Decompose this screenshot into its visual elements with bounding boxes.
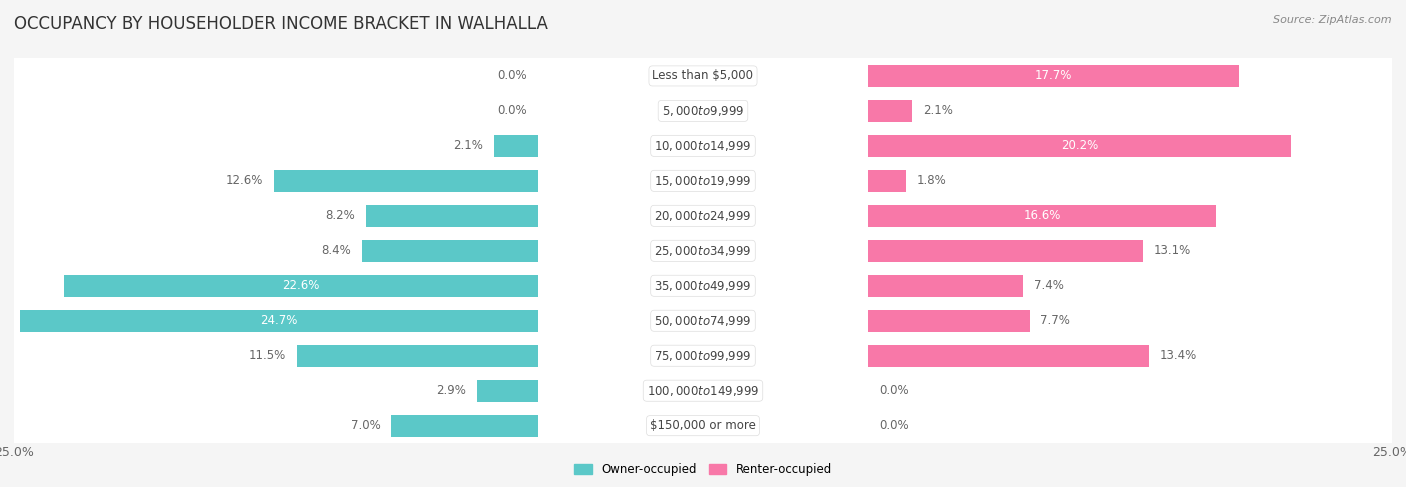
Legend: Owner-occupied, Renter-occupied: Owner-occupied, Renter-occupied: [569, 459, 837, 481]
Bar: [869, 58, 1392, 94]
Bar: [14, 268, 537, 303]
Bar: [494, 135, 537, 157]
Bar: [366, 205, 537, 226]
Bar: [537, 129, 869, 163]
Bar: [869, 129, 1392, 163]
Text: 1.8%: 1.8%: [917, 174, 946, 187]
Bar: [14, 233, 537, 268]
Bar: [537, 268, 869, 303]
Bar: [537, 338, 869, 373]
Bar: [20, 310, 537, 332]
Bar: [537, 58, 869, 94]
Text: 7.7%: 7.7%: [1040, 314, 1070, 327]
Bar: [14, 58, 537, 94]
Bar: [537, 163, 869, 198]
Text: 11.5%: 11.5%: [249, 349, 287, 362]
Bar: [869, 233, 1392, 268]
Bar: [14, 408, 537, 443]
Bar: [869, 65, 1239, 87]
Bar: [361, 240, 537, 262]
Text: 13.1%: 13.1%: [1153, 244, 1191, 257]
Text: $25,000 to $34,999: $25,000 to $34,999: [654, 244, 752, 258]
Text: 22.6%: 22.6%: [283, 279, 319, 292]
Bar: [65, 275, 537, 297]
Bar: [869, 205, 1216, 226]
Text: 2.1%: 2.1%: [922, 104, 953, 117]
Bar: [537, 408, 869, 443]
Bar: [869, 268, 1392, 303]
Bar: [537, 233, 869, 268]
Bar: [477, 380, 537, 402]
Text: $35,000 to $49,999: $35,000 to $49,999: [654, 279, 752, 293]
Text: 16.6%: 16.6%: [1024, 209, 1062, 223]
Text: 20.2%: 20.2%: [1062, 139, 1098, 152]
Bar: [537, 373, 869, 408]
Text: $75,000 to $99,999: $75,000 to $99,999: [654, 349, 752, 363]
Text: 7.0%: 7.0%: [352, 419, 381, 432]
Text: $5,000 to $9,999: $5,000 to $9,999: [662, 104, 744, 118]
Text: 24.7%: 24.7%: [260, 314, 298, 327]
Text: 8.2%: 8.2%: [326, 209, 356, 223]
Bar: [537, 303, 869, 338]
Bar: [14, 338, 537, 373]
Bar: [869, 310, 1029, 332]
Text: $10,000 to $14,999: $10,000 to $14,999: [654, 139, 752, 153]
Bar: [869, 275, 1024, 297]
Text: Source: ZipAtlas.com: Source: ZipAtlas.com: [1274, 15, 1392, 25]
Bar: [869, 408, 1392, 443]
Text: 2.9%: 2.9%: [437, 384, 467, 397]
Bar: [869, 338, 1392, 373]
Bar: [14, 303, 537, 338]
Text: 12.6%: 12.6%: [226, 174, 263, 187]
Bar: [869, 94, 1392, 129]
Text: 13.4%: 13.4%: [1160, 349, 1197, 362]
Text: 2.1%: 2.1%: [453, 139, 484, 152]
Bar: [274, 170, 537, 192]
Bar: [869, 135, 1291, 157]
Bar: [869, 198, 1392, 233]
Text: 0.0%: 0.0%: [498, 70, 527, 82]
Bar: [391, 415, 537, 436]
Text: $50,000 to $74,999: $50,000 to $74,999: [654, 314, 752, 328]
Bar: [537, 94, 869, 129]
Bar: [537, 198, 869, 233]
Text: $150,000 or more: $150,000 or more: [650, 419, 756, 432]
Bar: [869, 100, 912, 122]
Bar: [869, 170, 905, 192]
Text: 0.0%: 0.0%: [498, 104, 527, 117]
Bar: [14, 163, 537, 198]
Text: $15,000 to $19,999: $15,000 to $19,999: [654, 174, 752, 188]
Text: $100,000 to $149,999: $100,000 to $149,999: [647, 384, 759, 398]
Bar: [869, 345, 1149, 367]
Bar: [869, 303, 1392, 338]
Text: OCCUPANCY BY HOUSEHOLDER INCOME BRACKET IN WALHALLA: OCCUPANCY BY HOUSEHOLDER INCOME BRACKET …: [14, 15, 548, 33]
Bar: [14, 94, 537, 129]
Bar: [14, 198, 537, 233]
Bar: [14, 129, 537, 163]
Text: 8.4%: 8.4%: [322, 244, 352, 257]
Text: Less than $5,000: Less than $5,000: [652, 70, 754, 82]
Text: $20,000 to $24,999: $20,000 to $24,999: [654, 209, 752, 223]
Text: 17.7%: 17.7%: [1035, 70, 1073, 82]
Bar: [869, 163, 1392, 198]
Text: 7.4%: 7.4%: [1033, 279, 1064, 292]
Bar: [869, 373, 1392, 408]
Bar: [297, 345, 537, 367]
Text: 0.0%: 0.0%: [879, 419, 908, 432]
Text: 0.0%: 0.0%: [879, 384, 908, 397]
Bar: [14, 373, 537, 408]
Bar: [869, 240, 1143, 262]
